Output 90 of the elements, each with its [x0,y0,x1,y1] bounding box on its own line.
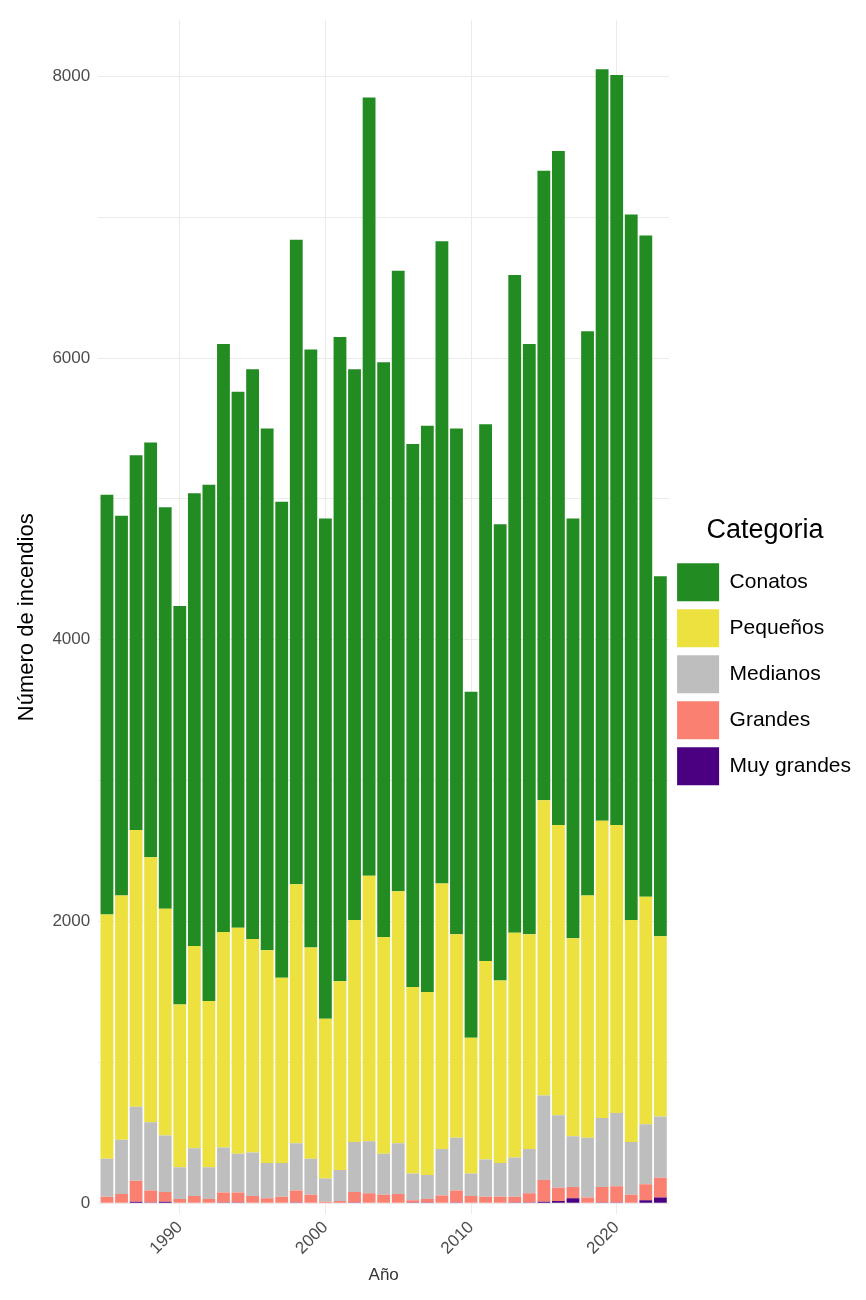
bar [479,424,493,961]
bar [319,518,332,1019]
bar [552,824,565,1116]
legend-title: Categoria [706,513,825,544]
bar [420,1174,434,1199]
bar [144,442,158,858]
bar [115,1194,128,1203]
bar [246,939,259,1153]
legend-label: Conatos [729,569,808,592]
bar [450,1190,463,1203]
bar [100,1196,114,1203]
bar [420,425,434,992]
bar [217,932,230,1148]
bar [100,494,114,915]
bar [129,455,143,830]
bar [333,981,347,1171]
bar [552,1115,565,1188]
bar [420,1198,434,1203]
bar [100,914,114,1159]
bar [552,1187,565,1202]
bar [246,369,259,940]
bar [348,1141,361,1192]
bar [464,1037,478,1174]
bar [100,1158,114,1197]
bar [217,1192,230,1203]
bar [144,1190,158,1203]
x-axis-title: Año [368,1265,399,1285]
bar [479,1196,493,1203]
bar [435,241,449,884]
bar [115,515,128,896]
bar [319,1178,332,1202]
bar [246,1152,259,1197]
bar [217,1147,230,1193]
bar [115,1139,128,1195]
bar [333,1170,347,1202]
bar [653,936,667,1117]
bar [566,938,580,1137]
y-tick-label: 0 [80,1192,91,1212]
bar [231,391,245,928]
bar [653,1177,667,1198]
bar [129,829,143,1107]
bar [435,1148,449,1196]
bar [348,369,361,921]
bar [566,1186,580,1199]
bar [566,518,580,939]
bar [231,1153,245,1193]
bar [464,1196,478,1203]
bar [581,331,594,896]
y-tick-label: 4000 [52,629,91,649]
bar [231,1192,245,1203]
bar [144,857,158,1123]
bar [450,428,463,935]
bar [566,1198,580,1203]
bar [581,1197,594,1203]
y-tick-label: 6000 [52,347,91,367]
bar [129,1180,143,1202]
bar [464,691,478,1038]
bar [246,1196,259,1203]
bar [435,1195,449,1203]
bar [144,1122,158,1191]
bar [420,991,434,1175]
bar [319,1018,332,1179]
bar [450,1137,463,1191]
bar [566,1136,580,1187]
legend-label: Medianos [729,661,821,684]
bar [435,883,449,1149]
bar [217,343,230,933]
bar [653,576,667,937]
bar [552,150,565,825]
bar [348,1191,361,1203]
legend-label: Pequeños [729,615,825,638]
bar [129,1106,143,1181]
legend-label: Muy grandes [729,753,852,776]
bar [653,1116,667,1178]
bar [479,1159,493,1197]
y-tick-label: 2000 [52,911,91,931]
bar [639,1200,653,1203]
bar [450,934,463,1138]
bar [348,920,361,1142]
bar [479,960,493,1160]
bar [231,927,245,1154]
bar [581,1137,594,1198]
y-axis-title: Número de incendios [13,513,39,722]
bar [581,895,594,1138]
legend-label: Grandes [729,707,811,730]
bar [115,895,128,1140]
y-tick-label: 8000 [52,66,91,86]
bar [333,336,347,982]
bar [464,1173,478,1197]
bar [653,1197,667,1203]
